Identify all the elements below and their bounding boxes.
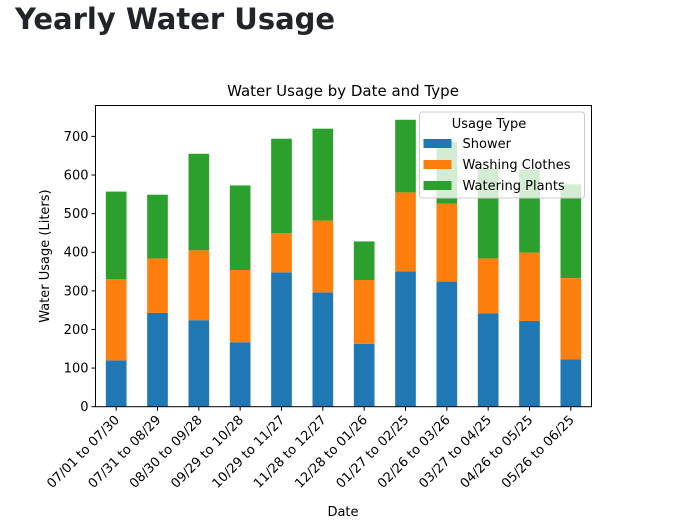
legend-label-shower: Shower <box>463 137 512 152</box>
bar-segment-washing-clothes-2 <box>188 250 210 321</box>
bar-segment-watering-plants-5 <box>312 128 334 221</box>
x-tick-label: 09/29 to 10/28 <box>168 413 247 492</box>
chart-title: Water Usage by Date and Type <box>227 82 459 100</box>
y-axis-label: Water Usage (Liters) <box>38 189 53 322</box>
x-tick-label: 01/27 to 02/25 <box>334 413 413 492</box>
bar-segment-washing-clothes-6 <box>353 280 375 344</box>
y-tick-label: 100 <box>64 362 89 377</box>
bar-segment-shower-1 <box>147 312 168 407</box>
legend-swatch-shower <box>423 139 452 148</box>
bar-segment-shower-2 <box>188 320 210 407</box>
bar-segment-shower-10 <box>519 320 540 407</box>
x-tick-label: 08/30 to 09/28 <box>127 413 206 492</box>
y-tick-label: 300 <box>64 284 89 299</box>
bar-segment-washing-clothes-3 <box>229 270 251 343</box>
x-tick-label: 03/27 to 04/25 <box>416 413 495 492</box>
x-tick-label: 05/26 to 06/25 <box>499 413 578 492</box>
bar-segment-shower-3 <box>229 342 251 407</box>
bar-segment-washing-clothes-11 <box>560 278 582 360</box>
legend-swatch-watering-plants <box>423 181 452 190</box>
y-tick-label: 500 <box>64 207 89 222</box>
y-tick-label: 0 <box>80 400 88 415</box>
legend-label-watering-plants: Watering Plants <box>463 179 565 194</box>
bar-segment-shower-6 <box>353 343 375 407</box>
bar-segment-watering-plants-6 <box>353 241 375 281</box>
bar-segment-watering-plants-4 <box>271 138 292 234</box>
legend-label-washing-clothes: Washing Clothes <box>463 158 571 173</box>
bar-segment-washing-clothes-4 <box>271 233 292 273</box>
bars-layer <box>105 119 582 407</box>
bar-segment-shower-8 <box>436 281 458 407</box>
bar-segment-watering-plants-3 <box>229 185 251 271</box>
x-tick-label: 12/28 to 01/26 <box>292 413 371 492</box>
bar-segment-washing-clothes-5 <box>312 220 334 293</box>
x-tick-label: 11/28 to 12/27 <box>251 413 330 492</box>
bar-segment-watering-plants-7 <box>395 119 416 193</box>
bar-segment-washing-clothes-8 <box>436 203 458 282</box>
x-tick-label: 07/01 to 07/30 <box>44 413 123 492</box>
bar-segment-shower-0 <box>105 360 127 407</box>
x-tick-label: 07/31 to 08/29 <box>86 413 165 492</box>
legend: Usage Type Shower Washing Clothes Watering … <box>419 111 585 199</box>
bar-segment-shower-11 <box>560 359 582 407</box>
y-tick-label: 700 <box>64 130 89 145</box>
axes-frame <box>95 105 592 408</box>
bar-segment-shower-7 <box>395 271 416 407</box>
legend-title: Usage Type <box>452 117 527 132</box>
bar-segment-shower-4 <box>271 272 292 407</box>
bar-segment-watering-plants-0 <box>105 191 127 280</box>
bar-segment-watering-plants-11 <box>560 184 582 279</box>
legend-swatch-washing-clothes <box>423 160 452 169</box>
bar-segment-watering-plants-1 <box>147 194 168 259</box>
y-tick-label: 400 <box>64 246 89 261</box>
bar-segment-shower-9 <box>477 313 499 407</box>
bar-segment-washing-clothes-1 <box>147 258 168 313</box>
bar-segment-shower-5 <box>312 292 334 407</box>
x-tick-label: 04/26 to 05/25 <box>458 413 537 492</box>
bar-segment-washing-clothes-7 <box>395 192 416 272</box>
bar-segment-washing-clothes-10 <box>519 252 540 321</box>
x-tick-label: 02/26 to 03/26 <box>375 413 454 492</box>
bar-segment-washing-clothes-9 <box>477 258 499 314</box>
x-axis-label: Date <box>327 505 358 520</box>
y-tick-label: 600 <box>64 169 89 184</box>
page-title: Yearly Water Usage <box>15 2 336 36</box>
y-tick-label: 200 <box>64 323 89 338</box>
x-tick-label: 10/29 to 11/27 <box>210 413 289 492</box>
y-axis: 0 100 200 300 400 500 600 700 <box>64 130 96 415</box>
bar-segment-watering-plants-2 <box>188 153 210 251</box>
bar-segment-washing-clothes-0 <box>105 279 127 361</box>
legend-box <box>419 111 585 199</box>
